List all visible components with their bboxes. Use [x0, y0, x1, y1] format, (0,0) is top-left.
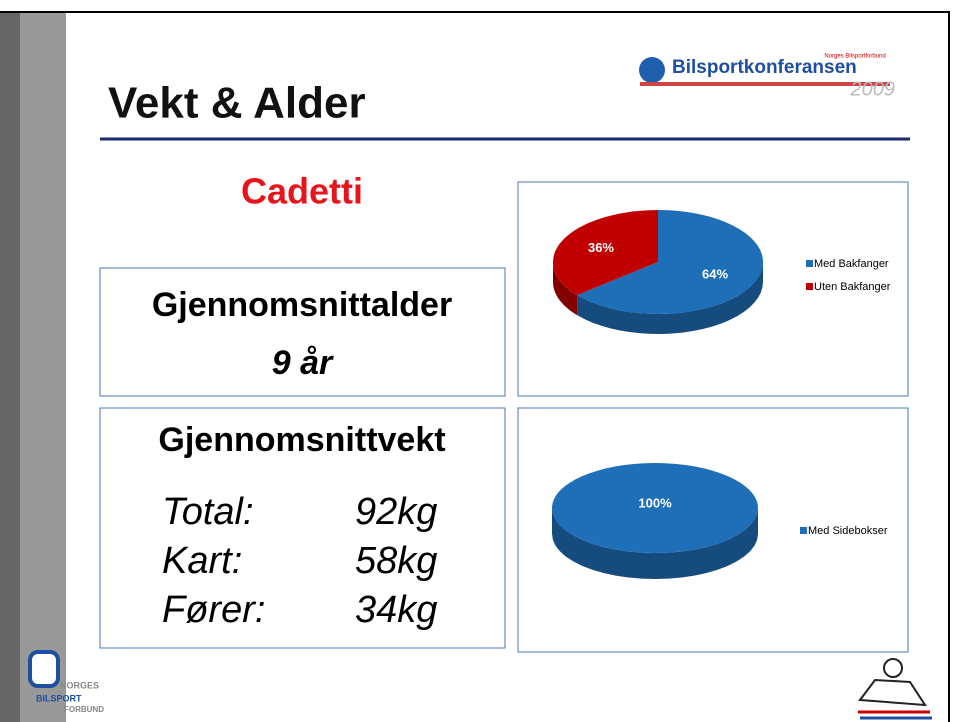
- footer-logo-text: BILSPORT: [36, 693, 82, 703]
- weight-value: 34kg: [355, 589, 437, 631]
- subtitle: Cadetti: [241, 171, 363, 212]
- data-label: 100%: [638, 495, 672, 510]
- weight-label: Fører:: [162, 589, 265, 631]
- weight-heading: Gjennomsnittvekt: [158, 421, 445, 459]
- kart-body: [858, 678, 927, 707]
- kart-icon: [858, 658, 932, 720]
- footer-logo-text: NORGES: [60, 680, 99, 690]
- weight-label: Kart:: [162, 540, 242, 582]
- logo-year: 2009: [850, 78, 896, 100]
- footer-logo: NORGES BILSPORT FORBUND: [28, 650, 104, 714]
- pie-side: [577, 262, 763, 334]
- pie-slice: [552, 463, 758, 553]
- legend-swatch: [806, 260, 813, 267]
- left-bar: [20, 12, 66, 722]
- charts: 64% Med Bakfanger 36% Uten Bakfanger 100% Med…: [552, 210, 891, 579]
- logo-name: Bilsportkonferansen: [672, 57, 857, 78]
- pie-side: [553, 262, 578, 316]
- age-box: [99, 267, 506, 397]
- slide-title: Vekt & Alder: [108, 79, 366, 128]
- age-value: 9 år: [272, 344, 334, 382]
- legend-label: Med Sidebokser: [808, 525, 888, 537]
- data-label: 64%: [702, 267, 728, 282]
- footer-logo-text: FORBUND: [64, 705, 104, 714]
- logo-icon: [639, 57, 665, 83]
- pie-slice: [577, 210, 763, 314]
- header-logo: Norges Bilsportforbund Bilsportkonferans…: [639, 54, 896, 100]
- weight-value: 58kg: [355, 540, 437, 582]
- pie-slice: [553, 210, 658, 296]
- left-bar-dark: [0, 12, 20, 722]
- weight-box: [99, 407, 506, 649]
- footer-logo-icon: [28, 650, 60, 688]
- logo-small: Norges Bilsportforbund: [824, 54, 885, 60]
- legend-swatch: [806, 283, 813, 290]
- pie-side: [552, 508, 758, 579]
- legend-label: Uten Bakfanger: [814, 281, 891, 293]
- weight-value: 92kg: [355, 491, 437, 533]
- legend-swatch: [800, 527, 807, 534]
- logo-stripe: [640, 82, 890, 86]
- weight-label: Total:: [162, 491, 254, 533]
- legend-label: Med Bakfanger: [814, 258, 889, 270]
- kart-helmet: [883, 658, 903, 678]
- weight-rows: Total: 92kg Kart: 58kg Fører: 34kg: [162, 491, 437, 631]
- age-heading: Gjennomsnittalder: [152, 286, 452, 324]
- data-label: 36%: [588, 240, 614, 255]
